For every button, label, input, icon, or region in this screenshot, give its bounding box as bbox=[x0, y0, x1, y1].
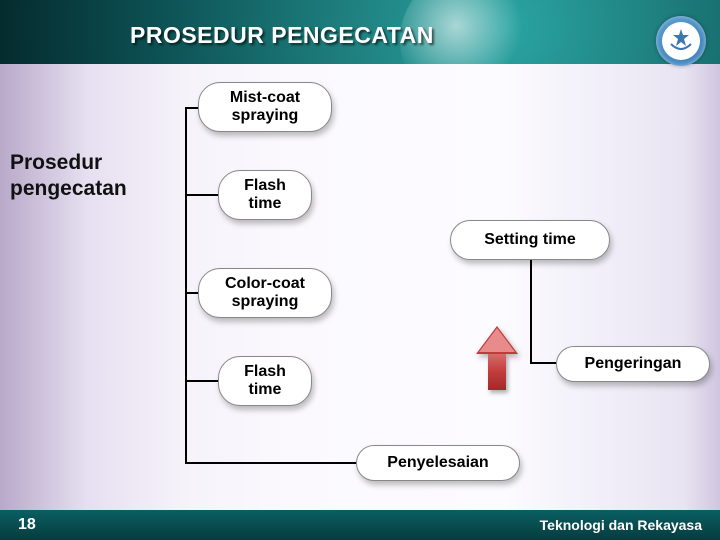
node-flash-time-1: Flash time bbox=[218, 170, 312, 220]
connector-line bbox=[185, 107, 199, 109]
node-mist-coat-spraying: Mist-coat spraying bbox=[198, 82, 332, 132]
page-number: 18 bbox=[18, 516, 36, 534]
node-flash-time-2: Flash time bbox=[218, 356, 312, 406]
connector-line bbox=[185, 462, 357, 464]
connector-line bbox=[530, 260, 532, 364]
node-color-coat-spraying: Color-coat spraying bbox=[198, 268, 332, 318]
connector-line bbox=[530, 362, 556, 364]
connector-line bbox=[185, 380, 219, 382]
header: PROSEDUR PENGECATAN bbox=[0, 10, 720, 60]
slide-root: PROSEDUR PENGECATAN Prosedur pengecatan … bbox=[0, 0, 720, 540]
footer: 18 Teknologi dan Rekayasa bbox=[0, 510, 720, 540]
node-setting-time: Setting time bbox=[450, 220, 610, 260]
connector-line bbox=[185, 194, 219, 196]
arrow-up-icon bbox=[476, 326, 516, 390]
node-penyelesaian: Penyelesaian bbox=[356, 445, 520, 481]
side-heading: Prosedur pengecatan bbox=[10, 150, 127, 203]
logo-badge bbox=[656, 16, 706, 66]
footer-text: Teknologi dan Rekayasa bbox=[540, 517, 702, 533]
slide-title: PROSEDUR PENGECATAN bbox=[130, 22, 434, 49]
tut-wuri-handayani-icon bbox=[666, 26, 696, 56]
connector-line bbox=[185, 108, 187, 464]
node-pengeringan: Pengeringan bbox=[556, 346, 710, 382]
connector-line bbox=[185, 292, 199, 294]
